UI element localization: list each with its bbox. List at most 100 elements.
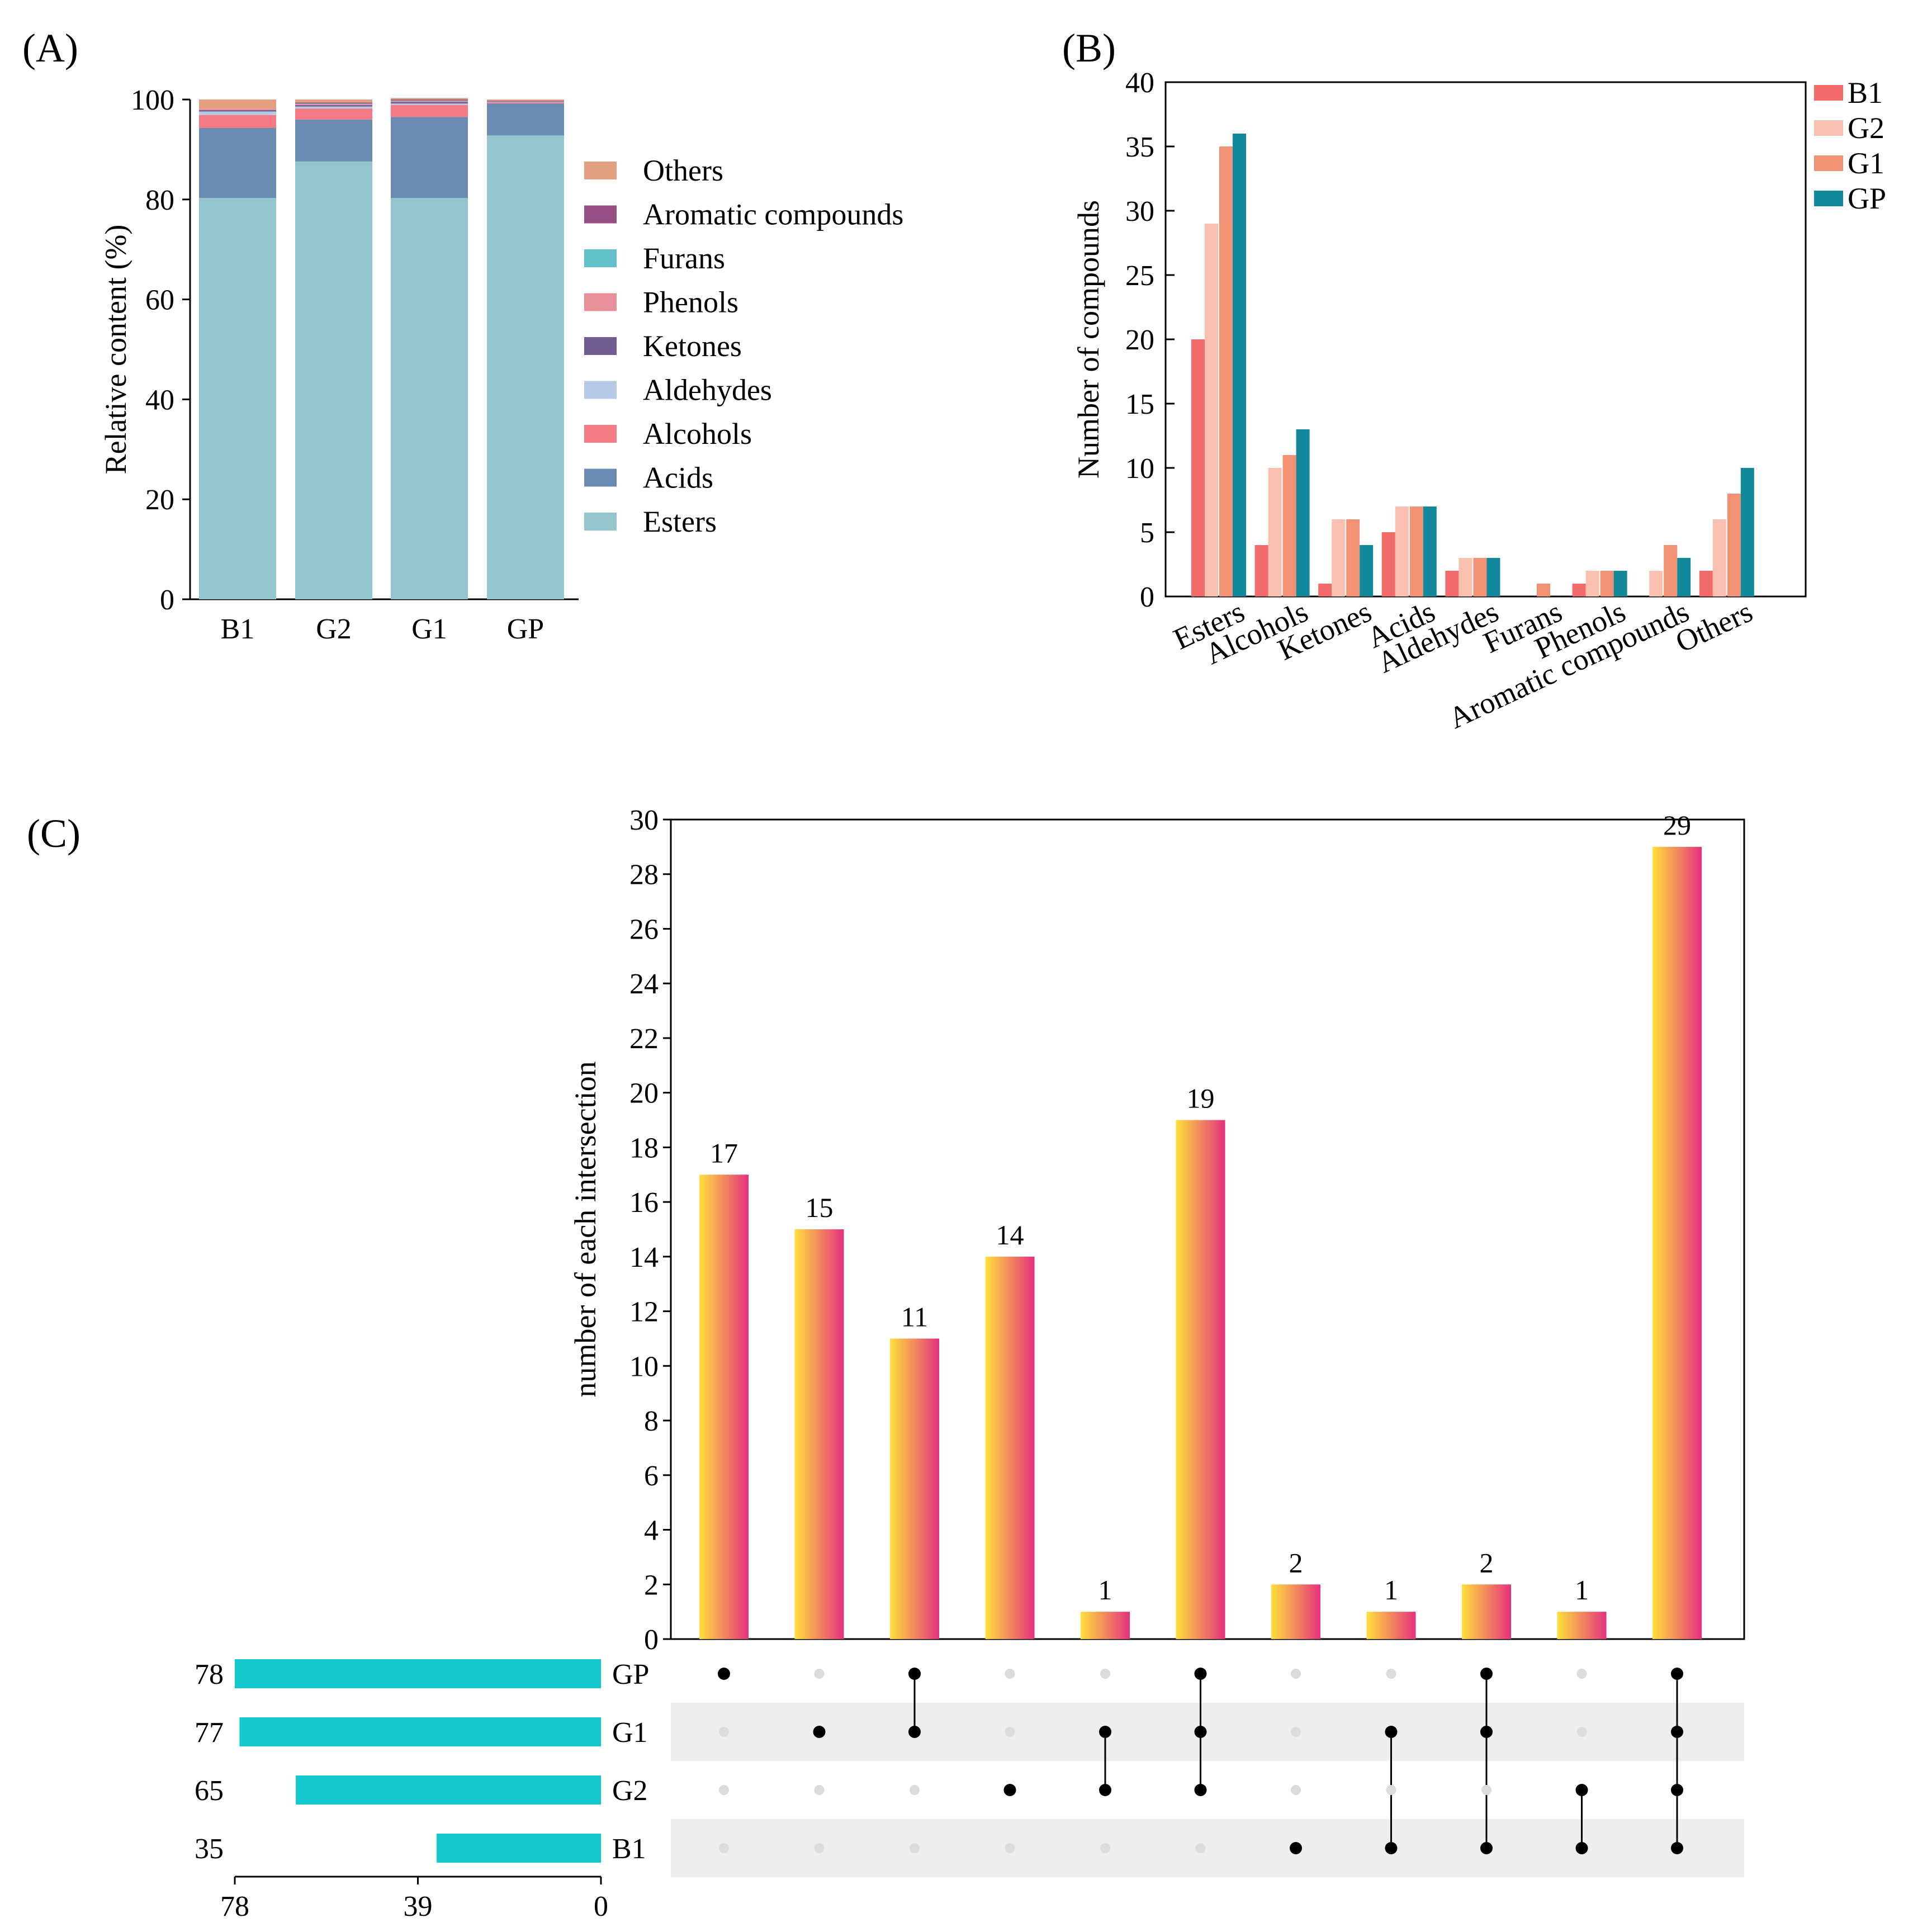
set-size-tick-label: 78 [220, 1891, 249, 1922]
matrix-dot-active [908, 1726, 921, 1738]
bar-segment-phenols-b1 [199, 108, 276, 110]
bar-g2-others [1712, 519, 1726, 596]
matrix-dot-active [1194, 1784, 1207, 1796]
y-tick-label: 14 [629, 1242, 659, 1273]
matrix-dot-active [1671, 1726, 1683, 1738]
bar-segment-alcohols-g1 [391, 105, 468, 117]
bar-segment-phenols-gp [487, 101, 564, 102]
matrix-dot-active [1385, 1842, 1398, 1854]
matrix-dot-inactive [1576, 1669, 1587, 1679]
panel-a-label: (A) [22, 26, 78, 70]
bar-gp-alcohols [1296, 429, 1310, 596]
intersection-bar [890, 1338, 939, 1639]
bar-g1-esters [1219, 146, 1233, 596]
intersection-bar [699, 1175, 749, 1639]
bar-segment-alcohols-b1 [199, 115, 276, 128]
bar-segment-esters-g1 [391, 198, 468, 599]
y-tick-label: 12 [629, 1296, 659, 1328]
bar-g2-acids [1395, 506, 1409, 596]
intersection-bar [1462, 1584, 1511, 1639]
set-size-label: 78 [195, 1659, 224, 1690]
legend-label: Aromatic compounds [643, 198, 903, 231]
legend-swatch-phenols [584, 293, 617, 311]
matrix-dot-active [1480, 1842, 1493, 1854]
bar-g1-acids [1409, 506, 1423, 596]
matrix-dot-inactive [1481, 1785, 1491, 1795]
legend-swatch-esters [584, 513, 617, 531]
set-size-bar-g1 [239, 1717, 601, 1746]
set-size-bar-g2 [296, 1775, 601, 1805]
bar-g1-aromatic-compounds [1664, 545, 1678, 596]
bar-segment-ketones-g2 [295, 105, 372, 107]
bar-gp-others [1740, 468, 1754, 596]
legend-label: G2 [1848, 111, 1884, 145]
matrix-dot-active [1575, 1842, 1588, 1854]
bar-segment-esters-gp [487, 135, 564, 600]
y-tick-label: 26 [629, 913, 659, 945]
y-tick-label: 0 [1140, 581, 1154, 613]
y-tick-label: 60 [145, 285, 174, 316]
y-tick-label: 20 [1125, 324, 1154, 356]
panel-c-label: (C) [27, 811, 81, 856]
y-tick-label: 80 [145, 184, 174, 216]
bar-g2-alcohols [1268, 468, 1282, 596]
legend-swatch-aldehydes [584, 381, 617, 399]
bar-gp-acids [1423, 506, 1437, 596]
intersection-bar [1366, 1612, 1416, 1639]
bar-segment-furans-g2 [295, 103, 372, 105]
intersection-bar-label: 1 [1098, 1574, 1112, 1606]
matrix-dot-inactive [719, 1785, 729, 1795]
set-size-tick-label: 39 [404, 1891, 433, 1922]
legend-label: Ketones [643, 329, 742, 363]
bar-segment-acids-b1 [199, 127, 276, 198]
bar-g1-alcohols [1282, 455, 1296, 596]
legend-label: Others [643, 154, 723, 187]
bar-g1-phenols [1600, 571, 1614, 596]
legend-swatch-g1 [1814, 155, 1843, 171]
legend-swatch-ketones [584, 337, 617, 355]
y-tick-label: 2 [644, 1569, 659, 1601]
matrix-dot-active [1099, 1726, 1111, 1738]
bar-b1-acids [1381, 532, 1395, 596]
set-name-label: G1 [612, 1717, 648, 1749]
intersection-bar [1652, 846, 1702, 1639]
intersection-bar [1176, 1120, 1225, 1639]
bar-segment-others-b1 [199, 100, 276, 109]
legend-label: GP [1848, 182, 1886, 215]
bar-segment-aromatic-compounds-g1 [391, 100, 468, 101]
y-tick-label: 10 [629, 1351, 659, 1382]
y-tick-label: 28 [629, 859, 659, 891]
intersection-bar-label: 2 [1480, 1547, 1494, 1578]
y-tick-label: 20 [145, 484, 174, 516]
matrix-row-stripe-b1 [671, 1819, 1744, 1877]
matrix-dot-active [1575, 1784, 1588, 1796]
set-name-label: B1 [612, 1833, 646, 1865]
set-name-label: GP [612, 1659, 649, 1690]
y-tick-label: 5 [1140, 517, 1154, 549]
set-name-label: G2 [612, 1775, 648, 1807]
matrix-dot-inactive [910, 1785, 920, 1795]
bar-segment-alcohols-gp [487, 102, 564, 104]
intersection-bar-label: 29 [1663, 809, 1691, 841]
legend-label: Phenols [643, 286, 738, 319]
y-tick-label: 20 [629, 1078, 659, 1110]
bar-g2-aldehydes [1459, 558, 1472, 596]
matrix-dot-inactive [1291, 1727, 1301, 1737]
bar-segment-ketones-g1 [391, 102, 468, 104]
legend-label: Esters [643, 505, 717, 538]
bar-g1-furans [1537, 584, 1550, 596]
intersection-bar-label: 1 [1384, 1574, 1398, 1606]
legend-swatch-others [584, 162, 617, 179]
legend-swatch-g2 [1814, 120, 1843, 136]
x-tick-label: GP [507, 613, 544, 645]
y-tick-label: 4 [644, 1515, 659, 1547]
matrix-dot-active [1194, 1668, 1207, 1680]
matrix-dot-active [1480, 1668, 1493, 1680]
panel-b-label: (B) [1062, 26, 1116, 70]
bar-b1-phenols [1572, 584, 1586, 596]
intersection-bar [1557, 1612, 1607, 1639]
intersection-bar-label: 15 [806, 1192, 834, 1223]
